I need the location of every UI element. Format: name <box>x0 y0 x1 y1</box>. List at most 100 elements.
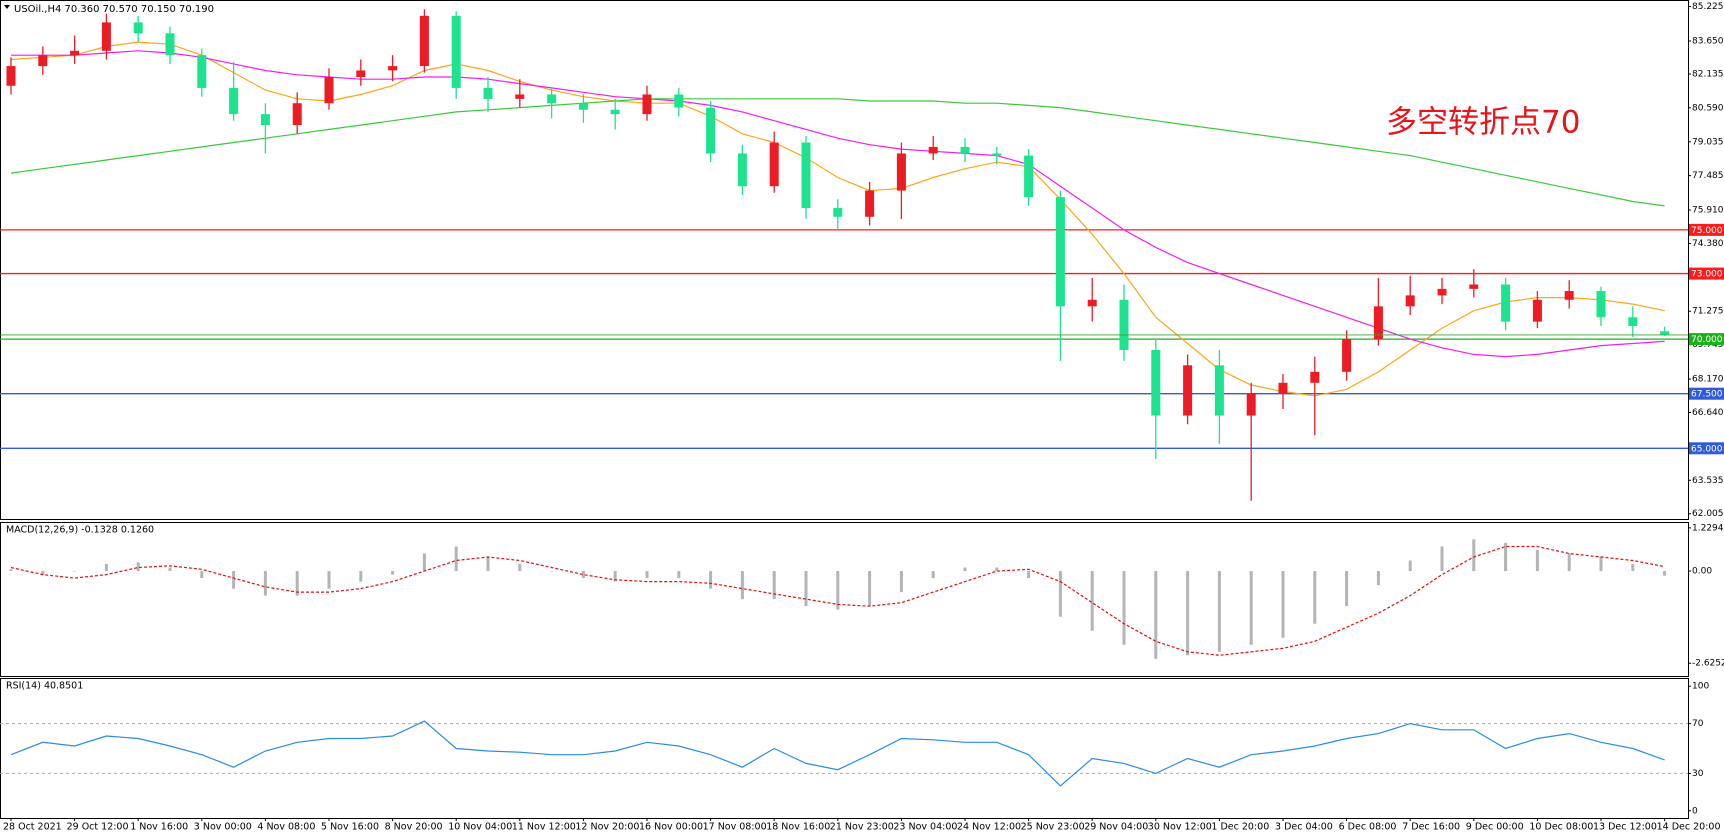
candle-body <box>1437 288 1447 296</box>
x-tick-label: 10 Dec 08:00 <box>1529 822 1593 833</box>
macd-bar <box>1567 553 1571 572</box>
candle-body <box>1151 350 1161 416</box>
macd-bar <box>1058 571 1062 617</box>
candle-body <box>1183 365 1193 416</box>
macd-bar <box>836 571 840 610</box>
candle-body <box>1373 306 1383 340</box>
candle-body <box>1214 365 1224 416</box>
candle-body <box>801 142 811 209</box>
candle-body <box>1596 291 1606 318</box>
macd-bar <box>1217 571 1221 652</box>
macd-bar <box>1376 571 1380 586</box>
candle-body <box>70 50 80 56</box>
level-tag-label: 65.000 <box>1691 444 1723 454</box>
x-tick-label: 28 Oct 2021 <box>3 822 62 833</box>
candle-body <box>865 190 875 217</box>
macd-title: MACD(12,26,9) -0.1328 0.1260 <box>6 525 154 536</box>
macd-bar <box>1090 571 1094 631</box>
macd-panel-frame <box>0 522 1689 677</box>
chart-title: USOil.,H4 70.360 70.570 70.150 70.190 <box>14 4 214 15</box>
candle-body <box>1405 295 1415 307</box>
macd-bar <box>422 553 426 572</box>
x-tick-label: 21 Nov 23:00 <box>830 822 894 833</box>
y-tick-label: 66.640 <box>1692 408 1724 418</box>
candle-body <box>674 94 684 108</box>
candle-body <box>547 94 557 104</box>
candle-body <box>1310 371 1320 383</box>
macd-bar <box>200 571 204 579</box>
candle-body <box>1024 155 1034 198</box>
y-tick-label: 74.380 <box>1692 239 1724 249</box>
macd-bar <box>1281 571 1285 638</box>
candle-body <box>833 208 843 217</box>
rsi-line <box>10 720 1665 787</box>
candle-body <box>1628 317 1638 326</box>
macd-bar <box>1599 557 1603 572</box>
candle-body <box>1564 291 1574 300</box>
macd-bar <box>104 564 108 572</box>
candle-body <box>928 146 938 154</box>
macd-bar <box>1663 571 1667 576</box>
candle-body <box>292 103 302 126</box>
candle-body <box>515 94 525 99</box>
macd-bar <box>136 562 140 572</box>
candle-body <box>706 107 716 154</box>
candle-body <box>737 153 747 187</box>
candle-body <box>896 153 906 191</box>
candle-body <box>1087 299 1097 307</box>
level-tag <box>1689 223 1724 236</box>
y-tick-label: 82.135 <box>1692 70 1724 80</box>
moving-average <box>10 41 1665 397</box>
y-tick-label: 69.745 <box>1692 340 1724 350</box>
macd-bar <box>1408 560 1412 572</box>
menu-triangle[interactable] <box>4 5 10 9</box>
macd-bar <box>263 571 267 596</box>
macd-bar <box>1313 571 1317 624</box>
level-tag <box>1689 387 1724 400</box>
macd-bar <box>645 571 649 579</box>
y-tick-label: 68.170 <box>1692 375 1724 385</box>
candle-body <box>1342 339 1352 372</box>
candle-body <box>1469 284 1479 289</box>
level-tag-label: 75.000 <box>1691 226 1723 236</box>
macd-bar <box>73 571 77 572</box>
macd-bar <box>486 557 490 572</box>
moving-average <box>11 50 1665 358</box>
macd-bar <box>963 567 967 572</box>
candle-body <box>1501 284 1511 322</box>
x-tick-label: 17 Nov 08:00 <box>703 822 767 833</box>
macd-bar <box>1154 571 1158 659</box>
macd-bar <box>454 546 458 572</box>
macd-bar <box>1027 571 1031 579</box>
y-tick-label: 70 <box>1692 719 1704 729</box>
macd-bar <box>168 567 172 572</box>
candle-body <box>483 87 493 99</box>
macd-bar <box>581 571 585 579</box>
signal-line <box>10 545 1665 656</box>
x-tick-label: 10 Nov 04:00 <box>448 822 512 833</box>
x-tick-label: 29 Nov 04:00 <box>1084 822 1148 833</box>
x-tick-label: 9 Dec 00:00 <box>1466 822 1524 833</box>
candle-body <box>101 22 111 51</box>
level-tag <box>1689 442 1724 455</box>
candle-body <box>1119 299 1129 351</box>
y-tick-label: 77.485 <box>1692 171 1724 181</box>
x-tick-label: 24 Nov 12:00 <box>957 822 1021 833</box>
candle-body <box>260 114 270 126</box>
candle-body <box>769 142 779 187</box>
macd-bar <box>1504 542 1508 572</box>
macd-bar <box>518 564 522 572</box>
macd-bar <box>740 571 744 600</box>
macd-bar <box>995 567 999 572</box>
macd-bar <box>677 571 681 579</box>
candle-body <box>1055 197 1065 307</box>
x-tick-label: 29 Oct 12:00 <box>67 822 129 833</box>
candle-body <box>229 87 239 115</box>
macd-bar <box>295 571 299 596</box>
y-tick-label: 75.910 <box>1692 206 1724 216</box>
y-tick-label: 85.225 <box>1692 2 1724 12</box>
y-tick-label: 80.590 <box>1692 103 1724 113</box>
macd-bar <box>1249 571 1253 645</box>
candle-body <box>1246 393 1256 416</box>
